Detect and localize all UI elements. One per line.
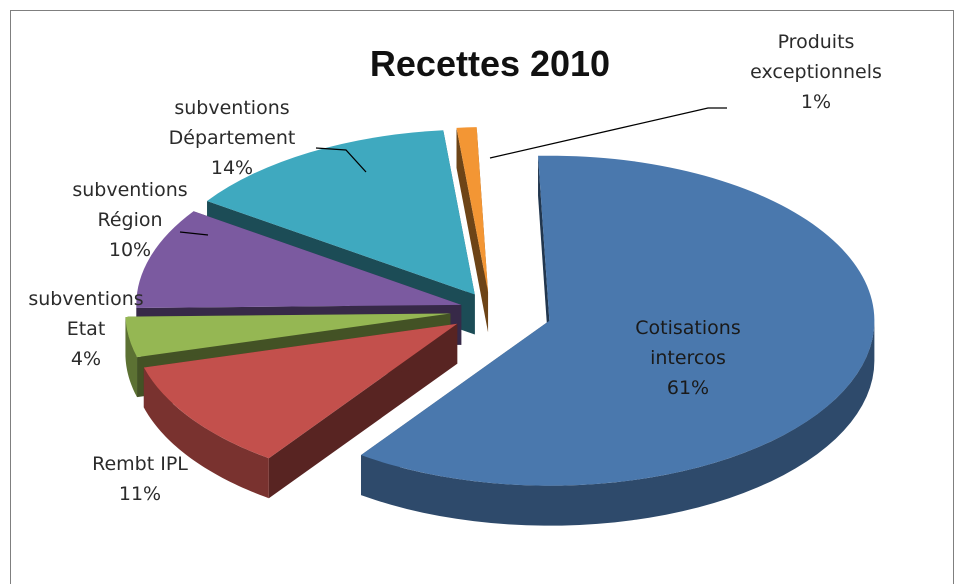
- slice-label-line: Etat: [67, 318, 106, 340]
- slice-label-line: intercos: [650, 347, 726, 369]
- slice-label-cotisations: Cotisations intercos 61%: [635, 317, 740, 399]
- slice-label-line: subventions: [72, 179, 187, 201]
- pie-slice-rembt: [143, 323, 458, 499]
- slice-percent-departement: 14%: [211, 157, 253, 179]
- slice-percent-etat: 4%: [71, 348, 101, 370]
- leader-line-departement: [315, 147, 367, 173]
- slice-label-line: Cotisations: [635, 317, 740, 339]
- slice-label-line: Rembt IPL: [92, 453, 188, 475]
- slice-label-line: subventions: [28, 288, 143, 310]
- pie-slice-cotisations: [360, 155, 875, 526]
- slice-label-line: exceptionnels: [750, 61, 882, 83]
- slice-label-line: Département: [169, 127, 296, 149]
- pie-slice-produits: [456, 127, 489, 333]
- slice-label-region: subventions Région 10%: [72, 179, 187, 261]
- chart-title: Recettes 2010: [370, 43, 610, 84]
- slice-percent-rembt: 11%: [119, 483, 161, 505]
- slice-label-departement: subventions Département 14%: [169, 97, 296, 179]
- leader-line-produits: [489, 107, 727, 159]
- leader-line-region: [179, 231, 209, 236]
- slice-percent-cotisations: 61%: [667, 377, 709, 399]
- slice-label-rembt: Rembt IPL 11%: [92, 453, 188, 505]
- slice-percent-produits: 1%: [801, 91, 831, 113]
- slice-label-line: Région: [97, 209, 162, 231]
- slice-label-line: subventions: [174, 97, 289, 119]
- slice-label-produits: Produits exceptionnels 1%: [750, 31, 882, 113]
- slice-label-etat: subventions Etat 4%: [28, 288, 143, 370]
- slice-percent-region: 10%: [109, 239, 151, 261]
- slice-label-line: Produits: [778, 31, 855, 53]
